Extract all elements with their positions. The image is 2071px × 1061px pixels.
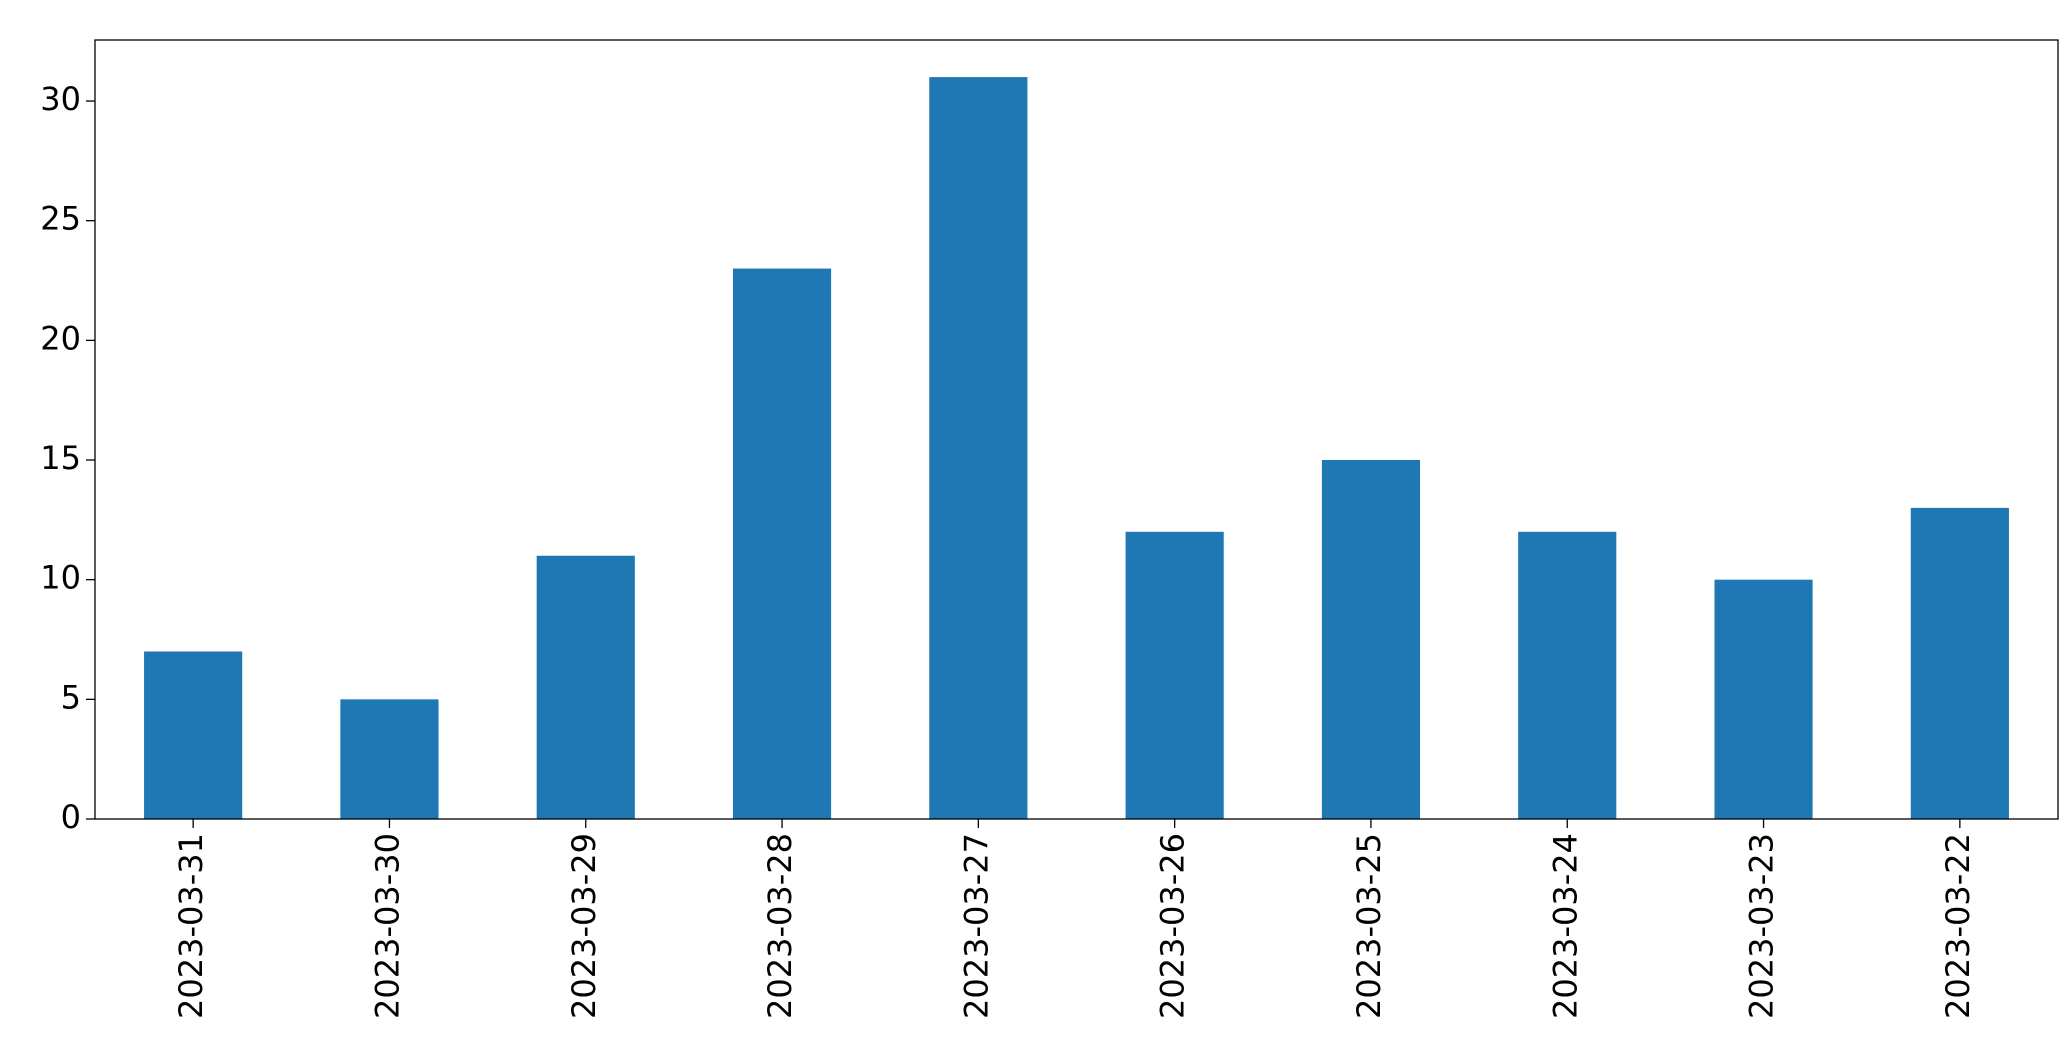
y-tick-label: 25 <box>40 200 81 238</box>
bar <box>340 699 439 819</box>
x-tick-label: 2023-03-22 <box>1939 833 1977 1019</box>
bar <box>732 268 832 819</box>
plot-frame <box>94 39 2059 820</box>
bar <box>144 651 243 819</box>
y-tick-label: 10 <box>40 559 81 597</box>
x-tick-label: 2023-03-24 <box>1546 833 1584 1019</box>
x-tick-label: 2023-03-28 <box>761 833 799 1019</box>
y-tick-label: 0 <box>61 798 81 836</box>
y-tick-label: 5 <box>61 678 81 716</box>
x-tick-label: 2023-03-25 <box>1350 833 1388 1019</box>
bar <box>1714 579 1813 819</box>
x-tick-label: 2023-03-31 <box>172 833 210 1019</box>
bar <box>1518 531 1617 819</box>
y-tick-label: 20 <box>40 319 81 357</box>
y-tick-label: 15 <box>40 439 81 477</box>
bar <box>536 555 635 819</box>
x-tick-label: 2023-03-30 <box>368 833 406 1019</box>
x-tick-label: 2023-03-27 <box>957 833 995 1019</box>
x-tick-label: 2023-03-26 <box>1154 833 1192 1019</box>
bar <box>1321 460 1421 819</box>
x-tick-label: 2023-03-23 <box>1743 833 1781 1019</box>
x-tick-label: 2023-03-29 <box>565 833 603 1019</box>
bar <box>1910 507 2009 819</box>
y-tick-label: 30 <box>40 80 81 118</box>
bar <box>1125 531 1224 819</box>
bar <box>929 77 1028 820</box>
